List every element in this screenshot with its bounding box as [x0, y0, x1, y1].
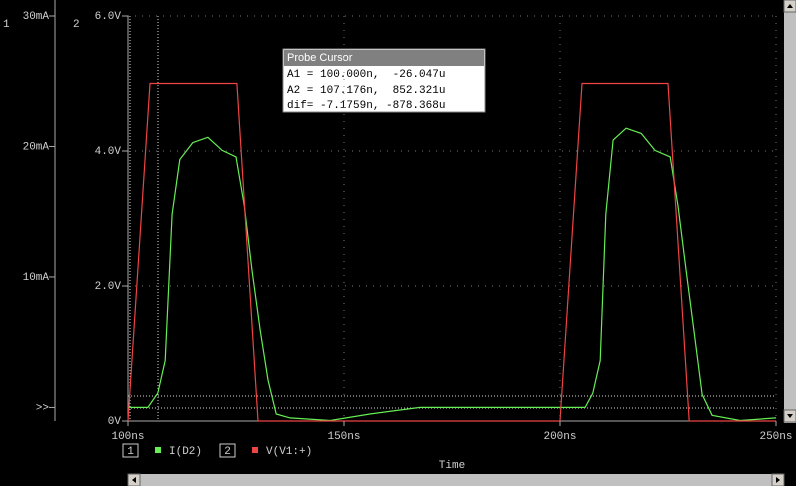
arrow-icon [787, 4, 793, 8]
y-tick-label: 30mA [23, 11, 50, 23]
scrollbar-track[interactable] [128, 474, 784, 486]
legend-number-box [219, 443, 236, 458]
cursor-box-title: Probe Cursor [287, 52, 353, 64]
y-tick-label: 20mA [23, 141, 50, 153]
legend-number-box [122, 443, 139, 458]
legend-label: I(D2) [169, 446, 202, 458]
x-axis-title: Time [439, 460, 465, 472]
x-tick-label: 200ns [543, 431, 576, 443]
y-tick-label: 10mA [23, 272, 50, 284]
y-tick-label: >> [36, 402, 49, 414]
y2-tick-label: 2.0V [95, 281, 122, 293]
legend-swatch [252, 447, 258, 453]
legend-swatch [155, 447, 161, 453]
x-tick-label: 100ns [111, 431, 144, 443]
y2-axis-number: 2 [73, 19, 80, 31]
cursor-box-titlebar [284, 50, 484, 66]
arrow-icon [787, 414, 793, 418]
vertical-scrollbar[interactable] [783, 0, 796, 423]
cursor-row: dif= -7.1759n, -878.368u [287, 100, 445, 112]
horizontal-scrollbar[interactable] [127, 473, 785, 486]
legend-number: 2 [224, 446, 231, 458]
y2-tick-label: 6.0V [95, 11, 122, 23]
y2-tick-label: 4.0V [95, 146, 122, 158]
legend-number: 1 [127, 446, 134, 458]
y2-tick-label: 0V [108, 416, 122, 428]
legend-label: V(V1:+) [266, 446, 312, 458]
series-line [128, 127, 777, 422]
scrollbar-track[interactable] [784, 0, 796, 423]
arrow-icon [776, 477, 780, 483]
arrow-icon [132, 477, 136, 483]
x-tick-label: 150ns [327, 431, 360, 443]
cursor-row: A1 = 100.000n, -26.047u [287, 69, 445, 81]
cursor-row: A2 = 107.176n, 852.321u [287, 85, 445, 97]
probe-cursor-box: Probe Cursor A1 = 100.000n, -26.047u A2 … [282, 48, 486, 113]
y-axis-number: 1 [3, 19, 10, 31]
x-tick-label: 250ns [759, 431, 792, 443]
